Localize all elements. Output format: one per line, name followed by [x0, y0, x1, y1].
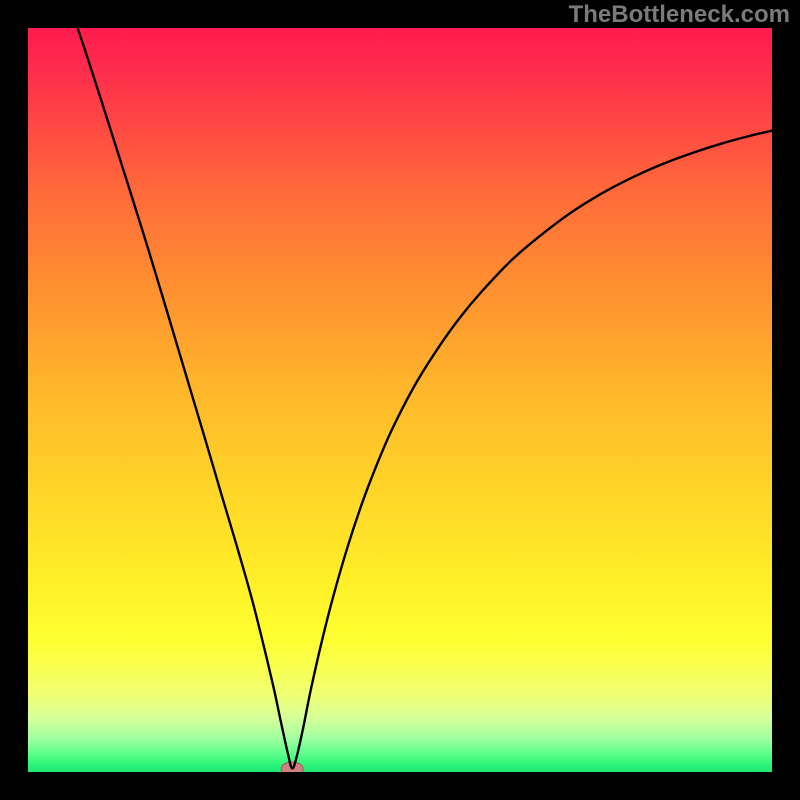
watermark-text: TheBottleneck.com	[569, 1, 790, 28]
plot-area	[28, 13, 772, 776]
gradient-fill	[28, 28, 772, 772]
bottleneck-chart: TheBottleneck.com	[0, 0, 800, 800]
